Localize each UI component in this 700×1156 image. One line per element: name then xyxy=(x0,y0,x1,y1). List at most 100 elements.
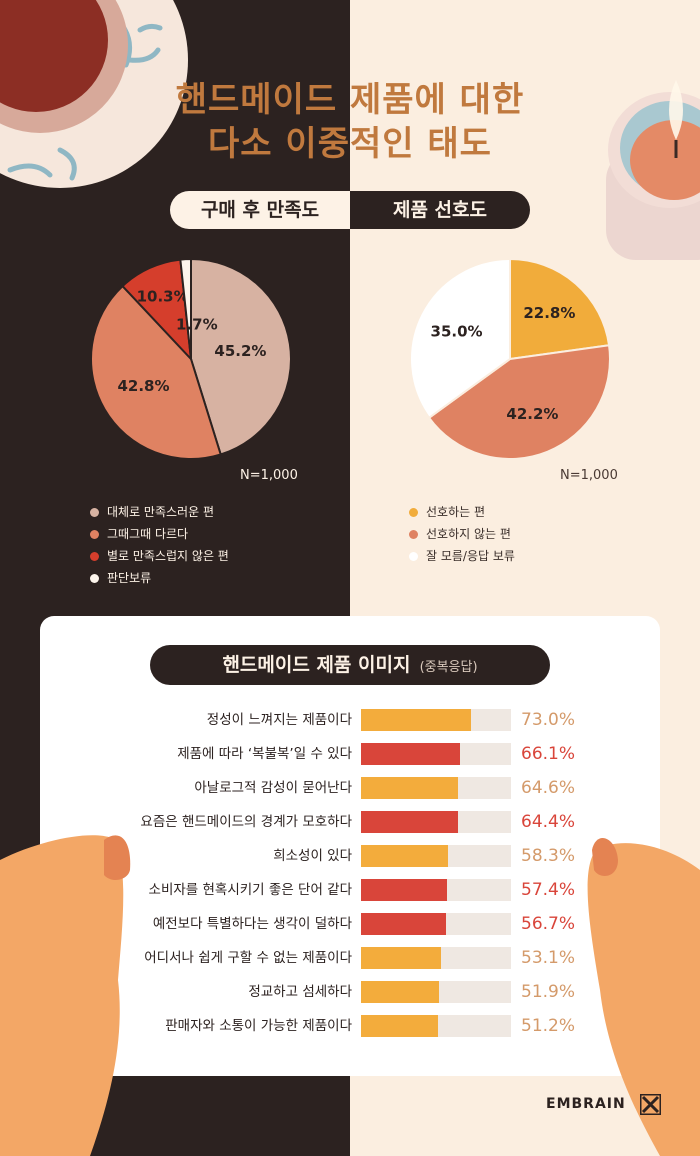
tab-preference: 제품 선호도 xyxy=(350,191,530,229)
card-title: 핸드메이드 제품 이미지 (중복응답) xyxy=(150,645,550,685)
bar-chart-subtitle: (중복응답) xyxy=(419,660,478,675)
bar-track xyxy=(361,947,511,969)
pie-slice-label-0: 45.2% xyxy=(214,342,266,360)
bar-category-label: 정교하고 섬세하다 xyxy=(248,984,352,1000)
legend-item-2: 별로 만족스럽지 않은 편 xyxy=(90,546,229,566)
pie-slice-label-0: 22.8% xyxy=(523,304,575,322)
page-title: 핸드메이드 제품에 대한 다소 이중적인 태도 xyxy=(0,78,700,166)
legend-dot xyxy=(409,508,418,517)
bar-category-label: 어디서나 쉽게 구할 수 없는 제품이다 xyxy=(144,950,352,966)
sample-size-right: N=1,000 xyxy=(560,468,618,483)
bar-category-label: 요즘은 핸드메이드의 경계가 모호하다 xyxy=(140,814,352,830)
bar-row: 정성이 느껴지는 제품이다 73.0% xyxy=(40,709,660,731)
bar-value-label: 51.2% xyxy=(521,1016,576,1036)
image-survey-card: 핸드메이드 제품 이미지 (중복응답) 정성이 느껴지는 제품이다 73.0% 제품… xyxy=(40,616,660,1076)
bar-category-label: 판매자와 소통이 가능한 제품이다 xyxy=(165,1018,352,1034)
bar-value-label: 56.7% xyxy=(521,914,576,934)
bar xyxy=(361,879,448,901)
bar-value-label: 64.4% xyxy=(521,812,576,832)
pie-slice-label-3: 1.7% xyxy=(176,316,218,334)
legend-label: 대체로 만족스러운 편 xyxy=(107,505,214,519)
bar-row: 예전보다 특별하다는 생각이 덜하다 56.7% xyxy=(40,913,660,935)
pie-slice-label-1: 42.2% xyxy=(506,405,558,423)
decorations xyxy=(0,0,700,260)
pie-chart-satisfaction: 45.2% 42.8% 10.3% 1.7% xyxy=(90,258,292,460)
bar-row: 정교하고 섬세하다 51.9% xyxy=(40,981,660,1003)
pie-slice-1 xyxy=(427,344,611,460)
bar-value-label: 58.3% xyxy=(521,846,576,866)
legend-dot xyxy=(90,530,99,539)
bar-row: 제품에 따라 ‘복불복’일 수 있다 66.1% xyxy=(40,743,660,765)
bar-value-label: 51.9% xyxy=(521,982,576,1002)
pie-slice-1 xyxy=(90,284,222,460)
pie-slice-2 xyxy=(409,258,511,420)
bar-track xyxy=(361,879,511,901)
bar-value-label: 73.0% xyxy=(521,710,576,730)
pie-slice-0 xyxy=(190,258,292,456)
bar-track xyxy=(361,811,511,833)
bar-category-label: 제품에 따라 ‘복불복’일 수 있다 xyxy=(177,746,352,762)
bar-category-label: 희소성이 있다 xyxy=(273,848,352,864)
legend-dot xyxy=(409,530,418,539)
bar-chart-title: 핸드메이드 제품 이미지 xyxy=(222,654,411,676)
bar-track xyxy=(361,981,511,1003)
legend-item-1: 선호하지 않는 편 xyxy=(409,524,515,544)
legend-dot xyxy=(90,552,99,561)
bar-value-label: 64.6% xyxy=(521,778,576,798)
bar-row: 판매자와 소통이 가능한 제품이다 51.2% xyxy=(40,1015,660,1037)
bar xyxy=(361,845,449,867)
tea-cup-illustration xyxy=(0,0,188,188)
bar-category-label: 소비자를 현혹시키기 좋은 단어 같다 xyxy=(148,882,352,898)
legend-label: 잘 모름/응답 보류 xyxy=(426,549,515,563)
bar-category-label: 예전보다 특별하다는 생각이 덜하다 xyxy=(152,916,352,932)
embrain-logo-icon xyxy=(640,1094,661,1115)
bar-category-label: 아날로그적 감성이 묻어난다 xyxy=(194,780,352,796)
bar xyxy=(361,981,439,1003)
title-line-2: 다소 이중적인 태도 xyxy=(208,124,492,164)
legend-label: 별로 만족스럽지 않은 편 xyxy=(107,549,229,563)
sample-size-left: N=1,000 xyxy=(240,468,298,483)
bar xyxy=(361,743,461,765)
legend-item-0: 선호하는 편 xyxy=(409,502,515,522)
title-line-1: 핸드메이드 제품에 대한 xyxy=(175,80,525,120)
bar xyxy=(361,913,447,935)
legend-dot xyxy=(409,552,418,561)
bar-row: 요즘은 핸드메이드의 경계가 모호하다 64.4% xyxy=(40,811,660,833)
bar-row: 어디서나 쉽게 구할 수 없는 제품이다 53.1% xyxy=(40,947,660,969)
legend-item-3: 판단보류 xyxy=(90,568,229,588)
bar xyxy=(361,947,441,969)
bar-track xyxy=(361,777,511,799)
bar-track xyxy=(361,845,511,867)
legend-item-1: 그때그때 다르다 xyxy=(90,524,229,544)
bar-row: 아날로그적 감성이 묻어난다 64.6% xyxy=(40,777,660,799)
bar-category-label: 정성이 느껴지는 제품이다 xyxy=(206,712,352,728)
pie-slice-label-2: 10.3% xyxy=(137,288,189,306)
bar-track xyxy=(361,1015,511,1037)
legend-label: 선호하지 않는 편 xyxy=(426,527,511,541)
legend-label: 판단보류 xyxy=(107,571,152,585)
legend-dot xyxy=(90,574,99,583)
pie-slice-0 xyxy=(509,258,611,361)
bar-track xyxy=(361,709,511,731)
pie-slice-label-1: 42.8% xyxy=(117,377,169,395)
pie-slice-label-2: 35.0% xyxy=(431,322,483,340)
legend-item-0: 대체로 만족스러운 편 xyxy=(90,502,229,522)
bar-row: 소비자를 현혹시키기 좋은 단어 같다 57.4% xyxy=(40,879,660,901)
tab-satisfaction: 구매 후 만족도 xyxy=(170,191,350,229)
bar-value-label: 53.1% xyxy=(521,948,576,968)
pie-chart-preference: 22.8% 42.2% 35.0% xyxy=(409,258,611,460)
bar xyxy=(361,709,471,731)
bar xyxy=(361,811,458,833)
pie-slice-3 xyxy=(179,258,192,360)
bar-track xyxy=(361,913,511,935)
candle-illustration xyxy=(606,80,700,260)
bar xyxy=(361,777,458,799)
embrain-logo-text: EMBRAIN xyxy=(546,1096,626,1112)
legend-label: 선호하는 편 xyxy=(426,505,486,519)
legend-item-2: 잘 모름/응답 보류 xyxy=(409,546,515,566)
bar-track xyxy=(361,743,511,765)
